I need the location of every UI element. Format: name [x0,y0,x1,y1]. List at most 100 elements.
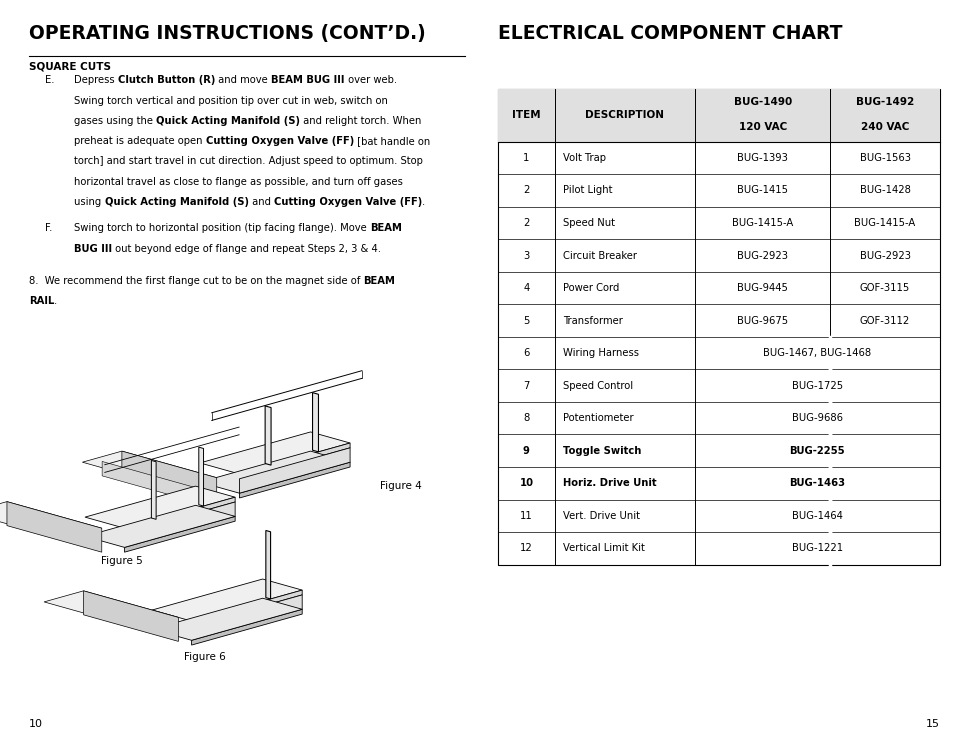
Polygon shape [7,502,102,552]
Polygon shape [198,447,203,506]
Text: Cutting Oxygen Valve (FF): Cutting Oxygen Valve (FF) [206,136,354,146]
Text: Speed Nut: Speed Nut [563,218,615,228]
Polygon shape [266,531,271,599]
Text: BUG-9675: BUG-9675 [737,316,787,325]
Text: using: using [74,197,105,207]
Text: Transformer: Transformer [563,316,622,325]
Text: Figure 5: Figure 5 [101,556,142,566]
Polygon shape [85,506,234,548]
Text: Horiz. Drive Unit: Horiz. Drive Unit [563,478,657,489]
Text: Circuit Breaker: Circuit Breaker [563,250,637,261]
Text: Toggle Switch: Toggle Switch [563,446,641,456]
Text: BUG-1467, BUG-1468: BUG-1467, BUG-1468 [762,348,870,358]
Text: [bat handle on: [bat handle on [354,136,430,146]
Text: BUG-1415-A: BUG-1415-A [731,218,793,228]
Polygon shape [102,461,196,503]
Text: Vert. Drive Unit: Vert. Drive Unit [563,511,639,521]
Polygon shape [200,432,350,474]
Text: horizontal travel as close to flange as possible, and turn off gases: horizontal travel as close to flange as … [74,176,403,187]
Polygon shape [239,448,350,493]
Text: GOF-3115: GOF-3115 [859,283,909,293]
Text: BEAM: BEAM [363,276,395,286]
Text: Speed Control: Speed Control [563,381,633,390]
Text: 9: 9 [522,446,529,456]
Polygon shape [44,591,178,629]
Text: Depress: Depress [74,75,118,86]
Polygon shape [122,451,216,502]
Text: 6: 6 [522,348,529,358]
Text: BUG-1463: BUG-1463 [788,478,844,489]
Text: Figure 6: Figure 6 [184,652,225,662]
Text: and: and [249,197,274,207]
Text: Volt Trap: Volt Trap [563,153,606,163]
Text: BEAM: BEAM [370,224,401,233]
Text: 8: 8 [523,413,529,423]
Polygon shape [85,486,234,528]
Polygon shape [200,451,350,493]
Polygon shape [192,610,302,645]
Text: Quick Acting Manifold (S): Quick Acting Manifold (S) [105,197,249,207]
Polygon shape [125,502,234,548]
Text: BUG-1490: BUG-1490 [733,97,791,107]
Polygon shape [0,502,102,539]
Text: 120 VAC: 120 VAC [738,122,786,132]
Text: BUG-1464: BUG-1464 [791,511,841,521]
Polygon shape [82,451,216,489]
Text: 12: 12 [519,543,532,554]
Text: 8.  We recommend the first flange cut to be on the magnet side of: 8. We recommend the first flange cut to … [29,276,363,286]
Text: Quick Acting Manifold (S): Quick Acting Manifold (S) [156,116,300,126]
Text: preheat is adequate open: preheat is adequate open [74,136,206,146]
Polygon shape [152,579,302,621]
Text: 7: 7 [522,381,529,390]
Text: SQUARE CUTS: SQUARE CUTS [29,62,111,72]
Text: 5: 5 [522,316,529,325]
Text: over web.: over web. [344,75,396,86]
Polygon shape [84,591,178,641]
Text: BUG-1415: BUG-1415 [737,185,787,196]
Text: BUG-1221: BUG-1221 [791,543,842,554]
Text: Vertical Limit Kit: Vertical Limit Kit [563,543,644,554]
Text: 11: 11 [519,511,532,521]
Text: Pilot Light: Pilot Light [563,185,613,196]
Text: 10: 10 [29,719,43,729]
Text: BUG-1415-A: BUG-1415-A [854,218,915,228]
Text: ITEM: ITEM [512,110,540,120]
Text: and relight torch. When: and relight torch. When [300,116,421,126]
Text: 3: 3 [523,250,529,261]
Text: Power Cord: Power Cord [563,283,619,293]
Text: .: . [54,297,57,306]
Text: BUG-1725: BUG-1725 [791,381,842,390]
Text: F.: F. [46,224,52,233]
Text: BUG-9686: BUG-9686 [791,413,842,423]
Text: and move: and move [215,75,271,86]
Text: Cutting Oxygen Valve (FF): Cutting Oxygen Valve (FF) [274,197,421,207]
Polygon shape [239,462,350,498]
Text: 240 VAC: 240 VAC [860,122,908,132]
Text: .: . [421,197,425,207]
Text: BUG-1563: BUG-1563 [859,153,910,163]
Text: OPERATING INSTRUCTIONS (CONT’D.): OPERATING INSTRUCTIONS (CONT’D.) [29,24,425,43]
Text: RAIL: RAIL [29,297,54,306]
Text: GOF-3112: GOF-3112 [859,316,909,325]
Text: Swing torch to horizontal position (tip facing flange). Move: Swing torch to horizontal position (tip … [74,224,370,233]
Text: 2: 2 [522,185,529,196]
Polygon shape [265,406,271,465]
Text: Figure 4: Figure 4 [380,481,421,492]
Text: gases using the: gases using the [74,116,156,126]
Text: BUG-1393: BUG-1393 [737,153,787,163]
Text: 1: 1 [522,153,529,163]
Text: 10: 10 [518,478,533,489]
Text: Clutch Button (R): Clutch Button (R) [118,75,215,86]
Text: BUG-1428: BUG-1428 [859,185,909,196]
Text: Wiring Harness: Wiring Harness [563,348,639,358]
Polygon shape [152,599,302,641]
Text: BUG-2255: BUG-2255 [789,446,844,456]
Text: BUG-9445: BUG-9445 [737,283,787,293]
Polygon shape [152,461,156,520]
Polygon shape [239,443,350,479]
Text: Potentiometer: Potentiometer [563,413,634,423]
Polygon shape [192,595,302,641]
Text: 2: 2 [522,218,529,228]
Text: ELECTRICAL COMPONENT CHART: ELECTRICAL COMPONENT CHART [497,24,841,43]
Polygon shape [125,497,234,533]
